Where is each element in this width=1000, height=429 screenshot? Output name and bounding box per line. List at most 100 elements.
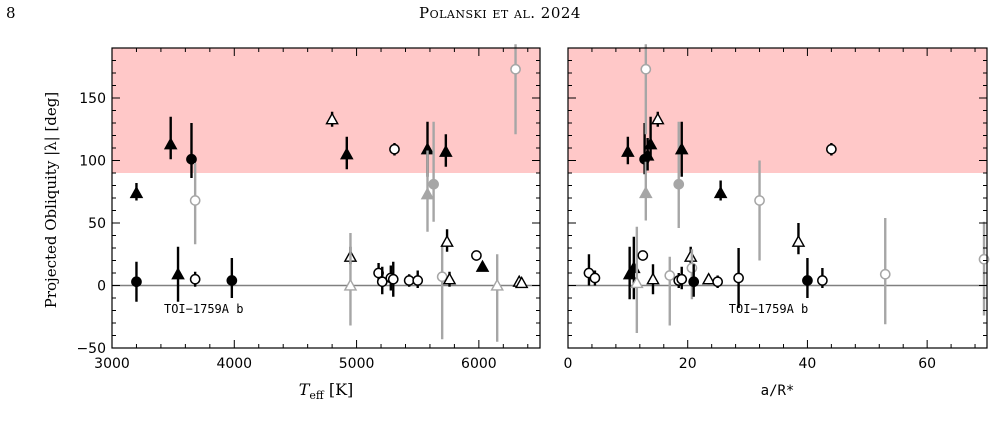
- circle-marker: [673, 178, 685, 190]
- circle-marker: [978, 253, 990, 265]
- data-point: [674, 121, 689, 177]
- triangle-marker: [163, 137, 178, 150]
- data-point: [186, 123, 197, 178]
- circle-marker: [387, 273, 399, 285]
- x-tick-label: 20: [679, 356, 697, 372]
- triangle-marker: [643, 137, 658, 150]
- triangle-marker: [639, 185, 653, 199]
- circle-marker: [589, 272, 601, 284]
- triangle-marker: [674, 142, 689, 155]
- x-tick-label: 6000: [461, 356, 497, 372]
- target-annotation: TOI−1759A b: [729, 302, 808, 316]
- data-point: [791, 223, 806, 255]
- data-point: [879, 218, 891, 325]
- triangle-marker: [701, 272, 716, 285]
- circle-marker: [510, 63, 521, 75]
- triangle-marker: [442, 272, 457, 285]
- y-tick-label: 0: [97, 279, 106, 295]
- data-point: [639, 161, 653, 221]
- circle-marker: [688, 276, 700, 288]
- data-point: [189, 163, 201, 245]
- data-point: [688, 264, 700, 297]
- data-point: [387, 261, 399, 297]
- data-point: [733, 248, 744, 308]
- circle-marker: [637, 250, 649, 261]
- circle-marker: [686, 262, 698, 274]
- running-head: Polanski et al. 2024: [419, 4, 581, 22]
- y-axis-label: Projected Obliquity |λ| [deg]: [42, 92, 60, 309]
- circle-marker: [131, 276, 142, 288]
- data-point: [802, 258, 813, 298]
- data-point: [440, 229, 454, 252]
- data-point: [673, 121, 685, 228]
- triangle-marker: [171, 267, 185, 280]
- data-point: [664, 256, 676, 326]
- circle-marker: [412, 275, 424, 286]
- right-panel: 0 20 40 60 TOI−1759A b a/R*: [564, 44, 990, 399]
- triangle-marker: [650, 112, 665, 125]
- triangle-marker: [646, 272, 660, 285]
- circle-marker: [376, 276, 388, 288]
- triangle-marker: [791, 234, 806, 247]
- triangle-marker: [325, 112, 339, 125]
- data-point: [510, 44, 521, 135]
- data-point: [428, 121, 439, 222]
- circle-marker: [428, 178, 439, 190]
- y-tick-label: −50: [76, 341, 106, 357]
- triangle-marker: [343, 278, 358, 291]
- y-tick-label: 50: [88, 216, 106, 232]
- data-point: [475, 259, 490, 272]
- page-number: 8: [6, 4, 16, 22]
- data-point: [339, 136, 354, 170]
- data-point: [412, 270, 424, 288]
- data-point: [650, 111, 665, 127]
- triangle-marker: [475, 259, 490, 272]
- left-panel: 3000 4000 5000 6000 −50 0 50 100 150 TOI−1759A b T…: [76, 44, 541, 402]
- data-point: [646, 264, 660, 295]
- data-point: [189, 271, 201, 287]
- triangle-marker: [439, 144, 453, 157]
- data-point: [436, 245, 448, 340]
- circle-marker: [712, 276, 723, 288]
- y-tick-label: 100: [79, 154, 106, 170]
- data-point: [701, 272, 716, 285]
- circle-marker: [676, 273, 688, 285]
- data-point: [129, 183, 144, 201]
- circle-marker: [879, 268, 891, 280]
- circle-marker: [640, 63, 652, 75]
- triangle-marker: [490, 278, 504, 291]
- data-point: [226, 258, 238, 298]
- x-tick-label: 40: [799, 356, 817, 372]
- circle-marker: [817, 275, 828, 286]
- data-point: [490, 254, 504, 342]
- data-point: [171, 246, 185, 302]
- data-point: [514, 275, 529, 289]
- data-point: [325, 111, 339, 127]
- triangle-marker: [621, 144, 635, 157]
- x-tick-label: 0: [564, 356, 573, 372]
- triangle-marker: [713, 185, 728, 199]
- data-point: [420, 150, 435, 232]
- data-point: [817, 268, 828, 288]
- triangle-marker: [129, 185, 144, 199]
- x-tick-label: 3000: [94, 356, 130, 372]
- y-tick-label: 150: [79, 91, 106, 107]
- data-point: [589, 270, 601, 286]
- circle-marker: [189, 273, 201, 285]
- circle-marker: [733, 272, 744, 284]
- circle-marker: [189, 195, 201, 206]
- data-point: [442, 271, 457, 287]
- data-point: [637, 250, 649, 261]
- data-point: [471, 250, 482, 261]
- misaligned-region: [112, 48, 540, 173]
- triangle-marker: [420, 187, 435, 200]
- data-point: [373, 263, 384, 283]
- data-point: [389, 143, 400, 156]
- x-tick-label: 5000: [339, 356, 375, 372]
- triangle-marker: [339, 147, 354, 160]
- data-point: [640, 44, 652, 135]
- x-axis-label: a/R*: [761, 383, 795, 399]
- data-point: [978, 221, 990, 316]
- data-point: [643, 116, 658, 160]
